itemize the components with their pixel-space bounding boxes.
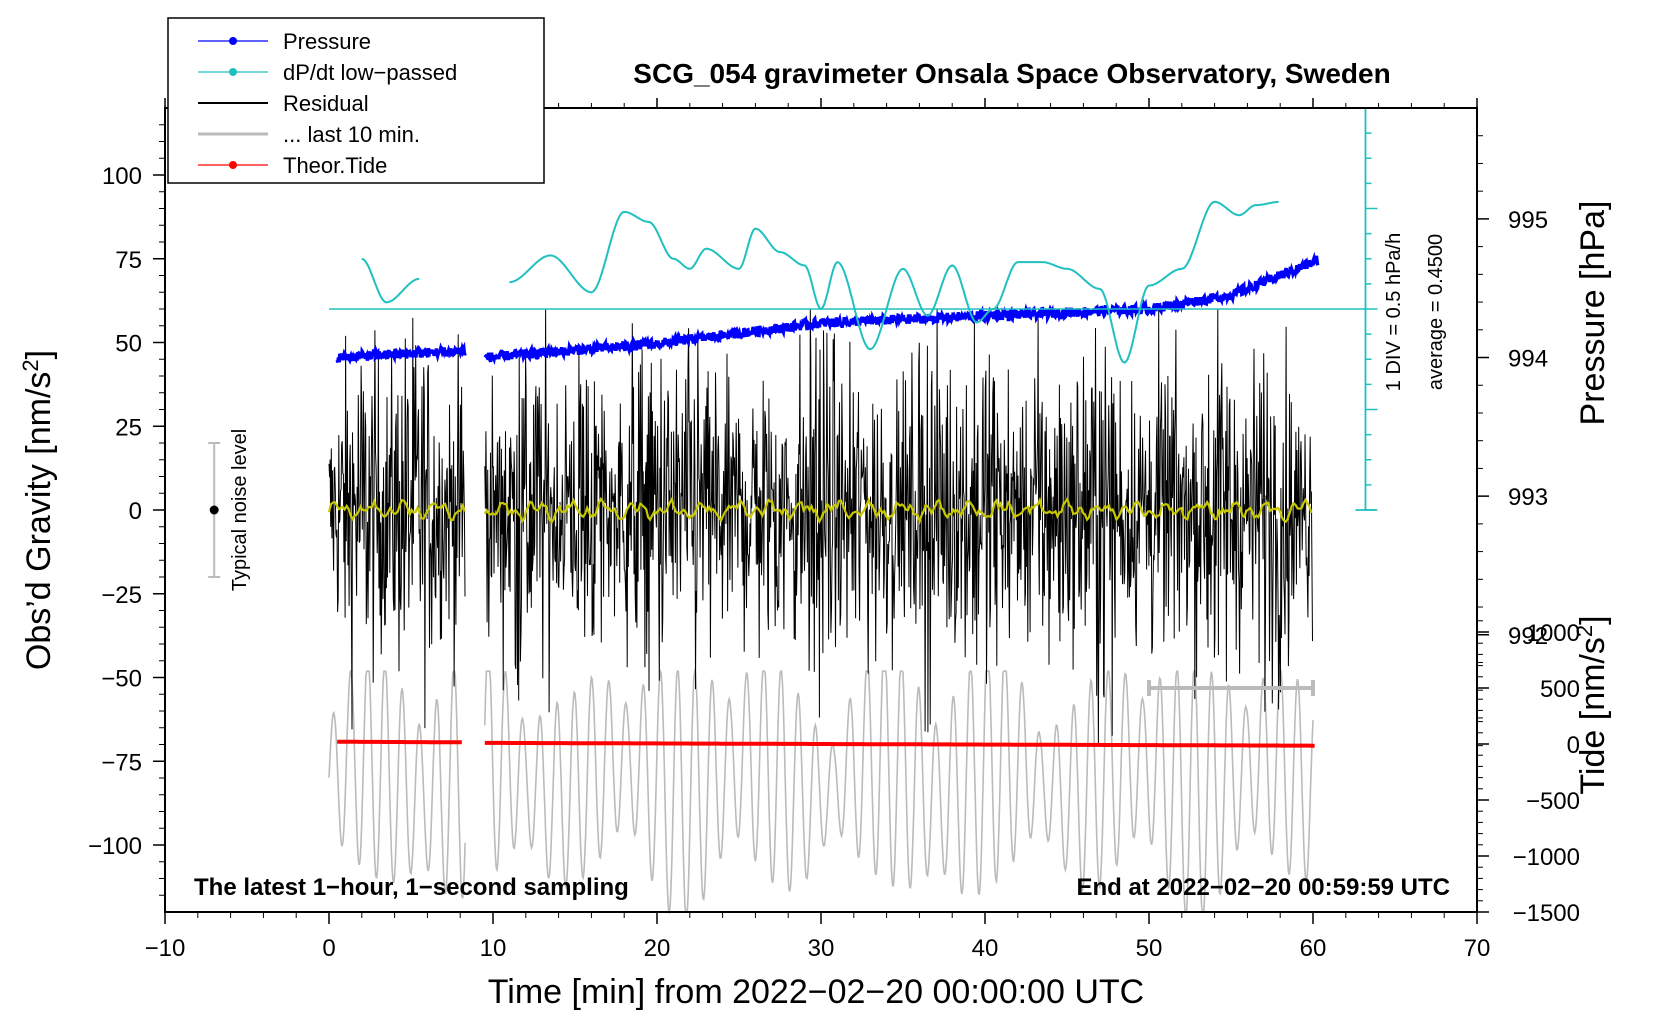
pressure-series <box>335 251 1320 366</box>
y-tick-label: −100 <box>88 833 142 860</box>
residual-line <box>328 317 466 730</box>
y-tick-label: −50 <box>101 666 142 693</box>
x-tick-label: 40 <box>972 935 999 962</box>
legend-label: ... last 10 min. <box>283 122 420 147</box>
tide-tick-label: 500 <box>1540 676 1580 703</box>
legend-label: Pressure <box>283 29 371 54</box>
last-10-min-line <box>484 668 1314 915</box>
pressure-axis-title: Pressure [hPa] <box>1574 201 1612 426</box>
y-tick-label: 50 <box>115 331 142 358</box>
y-axis-title-sup: 2 <box>18 359 43 371</box>
y-tick-labels: 100 75 50 25 0 −25 −50 −75 −100 <box>88 163 142 860</box>
legend-items: Pressure dP/dt low−passed Residual ... last… <box>198 29 457 178</box>
tide-axis-title: Tide [nm/s2] <box>1572 615 1613 794</box>
tide-line <box>484 740 1315 748</box>
legend-marker <box>229 68 237 76</box>
x-tick-label: 60 <box>1300 935 1327 962</box>
pressure-tick-label: 993 <box>1508 484 1548 511</box>
tide-line <box>337 739 462 745</box>
pressure-tick-labels: 995 994 993 992 <box>1508 207 1548 650</box>
residual-smoothed-line <box>483 496 1313 525</box>
y-axis-title: Obs’d Gravity [nm/s2] <box>18 350 59 670</box>
y-tick-label: 25 <box>115 414 142 441</box>
y-tick-label: 100 <box>102 163 142 190</box>
x-tick-label: 50 <box>1136 935 1163 962</box>
x-tick-label: 70 <box>1464 935 1491 962</box>
x-axis-title: Time [min] from 2022−02−20 00:00:00 UTC <box>488 973 1144 1011</box>
residual-series <box>328 308 1313 746</box>
noise-level-label: Typical noise level <box>229 429 251 591</box>
residual-smoothed-line <box>327 498 466 522</box>
end-time-note: End at 2022−02−20 00:59:59 UTC <box>1076 874 1450 901</box>
residual-line <box>484 308 1313 746</box>
legend-label: dP/dt low−passed <box>283 60 457 85</box>
last-10-min-bar <box>1147 680 1315 696</box>
tide-axis-title-sup: 2 <box>1572 625 1597 637</box>
dpdt-scale-label: 1 DIV = 0.5 hPa/h <box>1383 233 1405 391</box>
legend-marker <box>229 161 237 169</box>
y-axis-title-text: Obs’d Gravity [nm/s <box>20 372 58 671</box>
legend-label: Theor.Tide <box>283 153 387 178</box>
chart-title: SCG_054 gravimeter Onsala Space Observat… <box>633 58 1390 89</box>
x-tick-label: 0 <box>322 935 335 962</box>
y-tick-label: 75 <box>115 247 142 274</box>
x-tick-label: 10 <box>480 935 507 962</box>
y-axis-title-end: ] <box>20 350 58 359</box>
dpdt-line <box>361 257 420 304</box>
x-tick-labels: −10 0 10 20 30 40 50 60 70 <box>145 935 1491 962</box>
y-tick-label: 0 <box>129 498 142 525</box>
legend-box <box>167 17 545 184</box>
pressure-line <box>483 251 1320 366</box>
noise-level-indicator <box>208 442 221 578</box>
tide-axis-title-end: ] <box>1574 615 1612 624</box>
tide-tick-label: −1000 <box>1513 844 1580 871</box>
dpdt-scale-bar <box>1355 107 1378 511</box>
pressure-tick-label: 992 <box>1508 623 1548 650</box>
dpdt-line <box>509 200 1279 364</box>
y-tick-label: −75 <box>101 749 142 776</box>
y-tick-label: −25 <box>101 582 142 609</box>
x-tick-label: −10 <box>145 935 186 962</box>
dpdt-series <box>329 200 1368 364</box>
tide-axis-title-text: Tide [nm/s <box>1574 637 1612 794</box>
pressure-tick-label: 995 <box>1508 207 1548 234</box>
tide-tick-label: −500 <box>1526 788 1580 815</box>
noise-center-dot <box>209 505 219 515</box>
legend-label: Residual <box>283 91 369 116</box>
theoretical-tide-series <box>337 739 1315 748</box>
tide-tick-label: −1500 <box>1513 900 1580 927</box>
residual-smoothed-series <box>327 496 1313 525</box>
sampling-note: The latest 1−hour, 1−second sampling <box>194 874 629 901</box>
tide-tick-label: 0 <box>1567 732 1580 759</box>
tide-tick-label: 1000 <box>1527 620 1580 647</box>
legend-marker <box>229 37 237 45</box>
legend: Pressure dP/dt low−passed Residual ... last… <box>167 17 545 184</box>
x-tick-label: 30 <box>808 935 835 962</box>
tide-tick-labels: 1000 500 0 −500 −1000 −1500 <box>1513 620 1580 927</box>
x-tick-label: 20 <box>644 935 671 962</box>
pressure-line <box>335 341 467 365</box>
plot-frame <box>164 107 1478 913</box>
pressure-tick-label: 994 <box>1508 346 1548 373</box>
dpdt-average-label: average = 0.4500 <box>1425 234 1447 390</box>
